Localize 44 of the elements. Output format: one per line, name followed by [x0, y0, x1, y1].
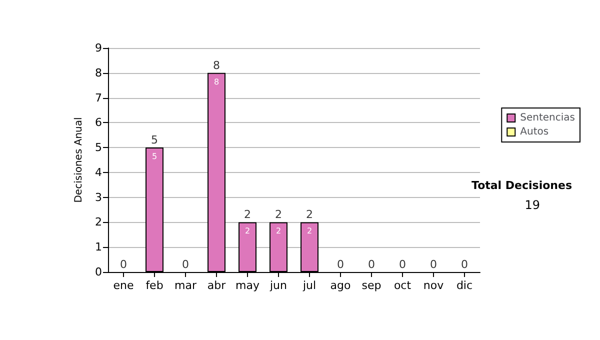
total-label: 0 — [182, 258, 189, 271]
x-tick-label: oct — [394, 279, 412, 292]
y-tick-label: 5 — [95, 141, 102, 154]
total-label: 2 — [306, 208, 313, 222]
y-tick-label: 9 — [95, 42, 102, 54]
total-label: 0 — [120, 258, 127, 271]
x-tick-label: ene — [113, 279, 134, 292]
x-tick-label: jun — [269, 279, 288, 292]
total-label: 2 — [275, 208, 282, 222]
total-label: 8 — [213, 58, 220, 72]
y-tick-label: 7 — [95, 91, 102, 104]
y-tick-label: 1 — [95, 240, 102, 254]
y-tick-label: 4 — [95, 166, 102, 179]
total-label: 0 — [399, 258, 406, 271]
data-label: 2 — [244, 226, 250, 236]
x-tick-label: sep — [362, 279, 382, 292]
x-tick-label: dic — [456, 279, 473, 292]
x-tick-label: feb — [146, 279, 164, 292]
x-tick-label: ago — [330, 279, 351, 292]
total-label: 2 — [244, 208, 251, 222]
total-label: 0 — [461, 258, 468, 271]
data-label: 5 — [152, 152, 158, 162]
x-tick-label: mar — [174, 279, 197, 292]
text: 19 — [524, 198, 540, 212]
x-tick-label: abr — [207, 279, 226, 292]
total-label: 0 — [430, 258, 437, 271]
y-tick-label: 6 — [95, 116, 102, 130]
total-label: 5 — [151, 134, 158, 147]
total-label: 0 — [337, 258, 344, 271]
y-tick-label: 8 — [95, 66, 102, 80]
total-label: 0 — [368, 258, 375, 271]
x-tick-label: nov — [423, 279, 444, 292]
data-label: 8 — [214, 77, 220, 86]
x-tick-label: jul — [302, 279, 316, 292]
y-tick-label: 0 — [95, 266, 102, 278]
legend-label: Autos — [520, 126, 549, 138]
y-tick-label: 2 — [95, 216, 102, 229]
y-tick-label: 3 — [95, 190, 102, 204]
data-label: 2 — [306, 226, 312, 236]
legend-label: Sentencias — [520, 112, 576, 124]
annotation: Total Decisiones — [472, 179, 572, 192]
x-tick-label: may — [236, 279, 260, 292]
data-label: 2 — [276, 226, 282, 236]
y-axis-title: Decisiones Anual — [74, 117, 85, 203]
